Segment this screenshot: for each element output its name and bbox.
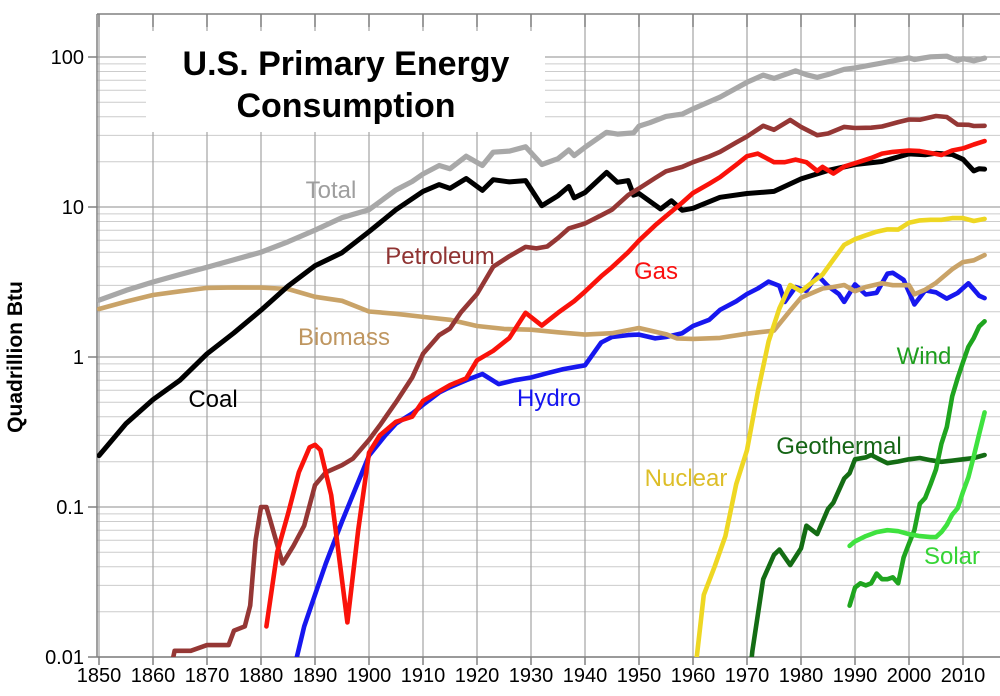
series-label-hydro: Hydro (517, 385, 581, 412)
y-tick-label: 1 (73, 347, 84, 369)
x-tick-label: 1920 (455, 665, 500, 687)
y-tick-label: 10 (62, 197, 84, 219)
series-line-total (97, 53, 988, 303)
tick-labels: 1850 1860 1870 1880 1890 1900 1910 1920 1930 1940… (45, 47, 985, 687)
series-label-gas: Gas (634, 258, 678, 285)
y-tick-label: 0.1 (56, 497, 84, 519)
series-label-coal: Coal (188, 386, 237, 413)
x-tick-label: 1980 (779, 665, 824, 687)
series-label-petroleum: Petroleum (385, 243, 494, 270)
series-label-wind: Wind (897, 343, 952, 370)
series-line-gas (264, 138, 987, 629)
series-label-nuclear: Nuclear (645, 465, 728, 492)
series-line-wind (847, 319, 987, 608)
x-tick-label: 1950 (617, 665, 662, 687)
x-tick-label: 1970 (725, 665, 770, 687)
series-labels: Total Hydro Biomass Coal Petroleum Gas Nuclear… (188, 177, 980, 570)
x-tick-label: 1930 (509, 665, 554, 687)
series-label-geothermal: Geothermal (776, 433, 901, 460)
axes (88, 13, 1000, 665)
x-tick-label: 1900 (347, 665, 392, 687)
series-line-petroleum (170, 113, 987, 657)
series-line-solar (847, 410, 987, 549)
series-line-biomass (97, 252, 987, 342)
series-line-coal (97, 150, 988, 459)
chart-title-line1: U.S. Primary Energy (183, 45, 510, 83)
series-lines (97, 53, 988, 657)
x-tick-label: 1880 (239, 665, 284, 687)
series-label-biomass: Biomass (298, 324, 390, 351)
chart-title-line2: Consumption (236, 87, 455, 125)
x-tick-label: 1860 (131, 665, 176, 687)
series-line-nuclear (694, 215, 987, 657)
x-tick-label: 1960 (671, 665, 716, 687)
series-line-geothermal (749, 452, 987, 657)
y-tick-label: 0.01 (45, 647, 84, 669)
x-tick-label: 1850 (77, 665, 122, 687)
x-tick-label: 1940 (563, 665, 608, 687)
x-tick-label: 2010 (941, 665, 986, 687)
x-tick-label: 1890 (293, 665, 338, 687)
x-tick-label: 1870 (185, 665, 230, 687)
y-axis-title: Quadrillion Btu (4, 281, 27, 433)
title-box (146, 31, 545, 132)
x-tick-label: 2000 (887, 665, 932, 687)
y-tick-label: 100 (51, 47, 84, 69)
series-label-solar: Solar (924, 543, 980, 570)
series-label-total: Total (306, 177, 357, 204)
x-tick-label: 1990 (833, 665, 878, 687)
x-tick-label: 1910 (401, 665, 446, 687)
